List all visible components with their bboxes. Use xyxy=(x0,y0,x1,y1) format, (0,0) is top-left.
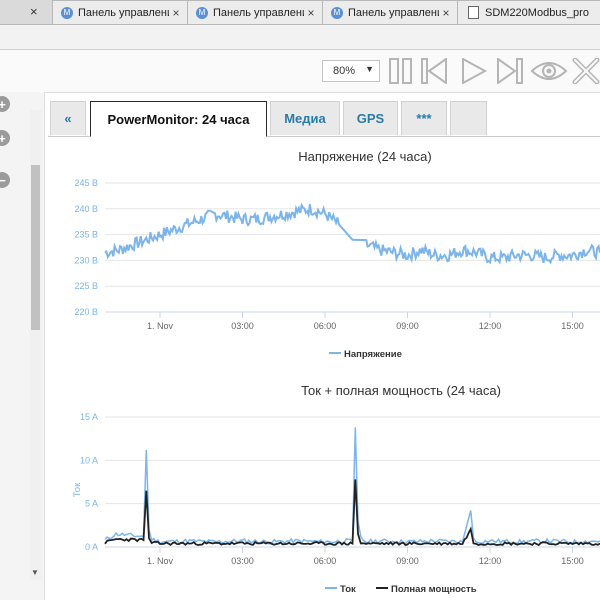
y-tick-label: 10 A xyxy=(80,455,98,465)
app-favicon-icon: M xyxy=(196,6,208,19)
tab-more[interactable]: *** xyxy=(401,101,447,135)
x-tick-label: 1. Nov xyxy=(147,556,174,566)
chart-title: Напряжение (24 часа) xyxy=(298,149,431,164)
browser-tab[interactable]: M Панель управления × xyxy=(187,0,325,24)
series-line-voltage xyxy=(104,202,600,265)
play-icon[interactable] xyxy=(460,58,488,84)
tab-media[interactable]: Медиа xyxy=(270,101,340,135)
media-toolbar xyxy=(0,50,600,93)
x-tick-label: 12:00 xyxy=(479,321,502,331)
close-icon[interactable]: × xyxy=(307,5,315,20)
browser-tab-strip: × M Панель управления × M Панель управле… xyxy=(0,0,600,25)
chart-legend[interactable]: Ток Полная мощность xyxy=(325,584,477,595)
x-tick-label: 09:00 xyxy=(396,556,419,566)
dashboard-tabs xyxy=(48,98,600,137)
legend-item-voltage[interactable]: Напряжение xyxy=(344,349,402,360)
add-icon[interactable]: + xyxy=(0,130,10,146)
y-tick-label: 225 В xyxy=(74,281,98,291)
zoom-value: 80% xyxy=(333,65,356,77)
zoom-select[interactable]: 80% ▼ xyxy=(322,60,380,82)
remove-icon[interactable]: − xyxy=(0,172,10,188)
y-tick-label: 235 В xyxy=(74,230,98,240)
close-icon[interactable] xyxy=(572,58,600,84)
document-icon xyxy=(468,6,479,19)
browser-tab[interactable]: SDM220Modbus_pro xyxy=(457,0,600,24)
sidebar-control-icon[interactable]: + xyxy=(0,96,10,112)
browser-tab[interactable]: M Панель управления × xyxy=(52,0,190,24)
close-icon[interactable]: × xyxy=(442,5,450,20)
y-tick-label: 245 В xyxy=(74,178,98,188)
x-tick-label: 06:00 xyxy=(314,556,337,566)
y-tick-label: 220 В xyxy=(74,307,98,317)
series-line-current xyxy=(104,427,600,545)
tab-gps[interactable]: GPS xyxy=(343,101,398,135)
browser-tab-title: SDM220Modbus_pro xyxy=(485,6,589,19)
x-tick-label: 03:00 xyxy=(231,321,254,331)
y-axis-ticks: 0 A 5 A 10 A 15 A xyxy=(80,412,98,552)
browser-tab-title: Панель управления xyxy=(213,6,304,19)
chart-legend[interactable]: Напряжение xyxy=(329,349,402,360)
x-tick-label: 09:00 xyxy=(396,321,419,331)
legend-item-apparent-power[interactable]: Полная мощность xyxy=(391,584,477,595)
browser-tab-title: Панель управления xyxy=(78,6,169,19)
charts-area: Напряжение (24 часа) 220 В 225 В 230 В 235 … xyxy=(72,149,600,595)
tab-powermonitor[interactable]: PowerMonitor: 24 часа xyxy=(90,101,267,137)
y-tick-label: 15 A xyxy=(80,412,98,422)
pause-icon[interactable] xyxy=(388,58,414,84)
x-tick-label: 15:00 xyxy=(561,556,584,566)
tab-back[interactable]: « xyxy=(50,101,86,135)
tab-close-button[interactable]: × xyxy=(30,4,38,19)
browser-tab[interactable]: M Панель управления × xyxy=(322,0,460,24)
app-favicon-icon: M xyxy=(331,6,343,19)
x-axis-ticks: 1. Nov 03:00 06:00 09:00 12:00 15:00 xyxy=(105,311,600,331)
y-tick-label: 240 В xyxy=(74,204,98,214)
chart-grid xyxy=(105,182,600,313)
series-line-apparent-power xyxy=(104,479,600,547)
x-axis-ticks: 1. Nov 03:00 06:00 09:00 12:00 15:00 xyxy=(105,546,600,566)
chart-title: Ток + полная мощность (24 часа) xyxy=(301,383,501,398)
app-favicon-icon: M xyxy=(61,6,73,19)
y-axis-ticks: 220 В 225 В 230 В 235 В 240 В 245 В xyxy=(74,178,98,317)
scrollbar-thumb[interactable] xyxy=(31,165,40,330)
y-tick-label: 0 A xyxy=(85,542,98,552)
browser-tab-title: Панель управления xyxy=(348,6,439,19)
x-tick-label: 06:00 xyxy=(314,321,337,331)
dashboard-panel xyxy=(48,95,600,600)
address-bar-area xyxy=(0,25,600,50)
y-tick-label: 5 A xyxy=(85,499,98,509)
x-tick-label: 1. Nov xyxy=(147,321,174,331)
y-tick-label: 230 В xyxy=(74,255,98,265)
skip-forward-icon[interactable] xyxy=(496,58,524,84)
tab-empty[interactable] xyxy=(450,101,487,135)
legend-item-current[interactable]: Ток xyxy=(340,584,356,595)
x-tick-label: 12:00 xyxy=(479,556,502,566)
eye-icon[interactable] xyxy=(530,58,568,84)
x-tick-label: 03:00 xyxy=(231,556,254,566)
x-tick-label: 15:00 xyxy=(561,321,584,331)
y-axis-title: Ток xyxy=(72,482,83,497)
close-icon[interactable]: × xyxy=(172,5,180,20)
skip-back-icon[interactable] xyxy=(420,58,448,84)
scroll-down-icon[interactable]: ▼ xyxy=(31,568,39,577)
chevron-down-icon: ▼ xyxy=(365,64,374,74)
